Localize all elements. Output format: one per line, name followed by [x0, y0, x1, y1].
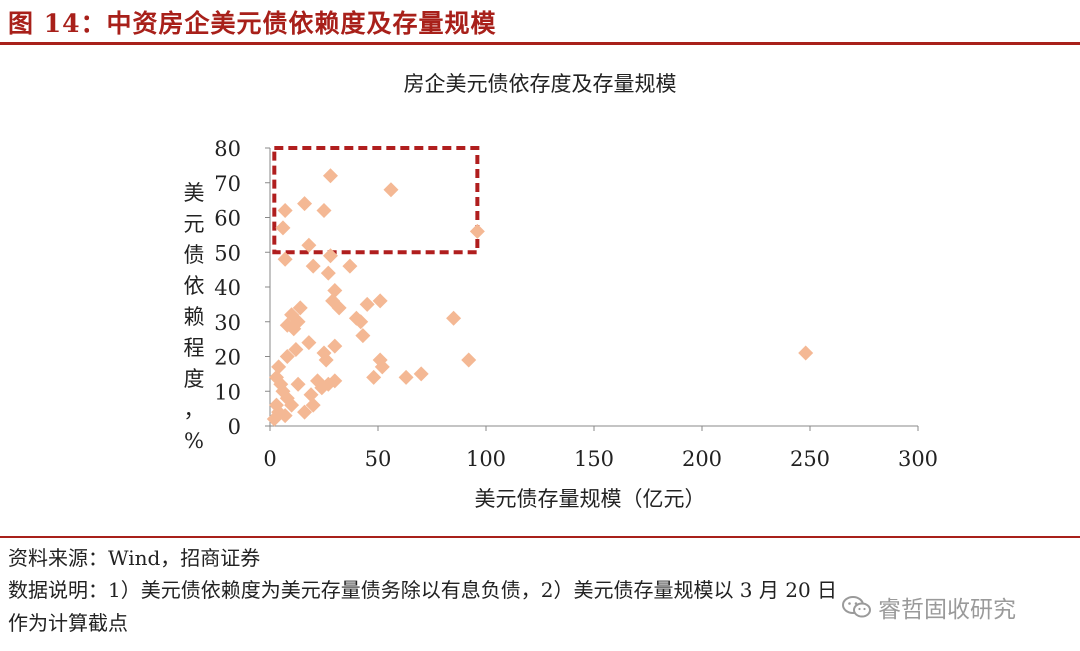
- y-tick-label: 20: [214, 346, 241, 370]
- data-point: [322, 168, 338, 184]
- x-tick-label: 100: [466, 447, 506, 471]
- x-axis-label: 美元债存量规模（亿元）: [475, 487, 706, 511]
- y-tick-label: 30: [214, 311, 241, 335]
- y-axis-label-char: 美: [184, 181, 205, 205]
- y-axis-label-char: 程: [184, 336, 205, 360]
- source-note: 资料来源：Wind，招商证券: [8, 546, 261, 570]
- data-point: [374, 359, 390, 375]
- y-axis-label-char: 赖: [184, 305, 205, 329]
- footer-divider: [0, 536, 1080, 538]
- y-axis-label-char: %: [184, 429, 204, 453]
- data-point: [316, 203, 332, 219]
- data-point: [288, 342, 304, 358]
- data-point: [366, 369, 382, 385]
- data-point: [413, 366, 429, 382]
- data-point: [327, 282, 343, 298]
- data-point: [301, 335, 317, 351]
- data-point: [398, 369, 414, 385]
- data-point: [305, 258, 321, 274]
- title-divider: [0, 42, 1080, 45]
- y-tick-label: 60: [214, 207, 241, 231]
- data-point: [275, 220, 291, 236]
- y-tick-label: 50: [214, 241, 241, 265]
- x-tick-label: 200: [682, 447, 722, 471]
- data-point: [327, 338, 343, 354]
- data-point: [798, 345, 814, 361]
- x-tick-label: 0: [263, 447, 276, 471]
- data-point: [461, 352, 477, 368]
- data-point: [383, 182, 399, 198]
- data-point: [297, 404, 313, 420]
- data-point: [305, 397, 321, 413]
- data-point: [355, 328, 371, 344]
- explanation-note-cont: 作为计算截点: [8, 611, 128, 635]
- data-point: [314, 380, 330, 396]
- data-point: [359, 296, 375, 312]
- chart-title: 房企美元债依存度及存量规模: [403, 72, 677, 96]
- data-point: [284, 397, 300, 413]
- wechat-icon: [842, 596, 871, 618]
- data-point: [292, 300, 308, 316]
- figure-title: 图 14：中资房企美元债依赖度及存量规模: [8, 9, 497, 38]
- data-point: [297, 196, 313, 212]
- x-tick-label: 300: [898, 447, 938, 471]
- data-point: [342, 258, 358, 274]
- x-tick-label: 50: [365, 447, 392, 471]
- chart-axes: [265, 147, 919, 431]
- scatter-chart: 0 50 100 150 200 250 300 0 10 20 30 40 50 60 70 80 美元债存…: [184, 137, 939, 511]
- y-tick-label: 0: [228, 415, 241, 439]
- watermark: 睿哲固收研究: [842, 590, 1016, 624]
- data-point: [271, 359, 287, 375]
- data-point: [303, 387, 319, 403]
- y-tick-label: 70: [214, 172, 241, 196]
- data-point: [266, 411, 282, 427]
- data-point: [279, 349, 295, 364]
- data-point: [290, 376, 306, 392]
- y-tick-label: 80: [214, 137, 241, 161]
- tick-labels: 0 50 100 150 200 250 300 0 10 20 30 40 50 60 70 80: [214, 137, 938, 471]
- data-point: [353, 314, 369, 330]
- data-point: [327, 373, 343, 389]
- data-point: [318, 352, 334, 368]
- y-tick-label: 10: [214, 380, 241, 404]
- data-point: [277, 203, 293, 219]
- data-point: [277, 251, 293, 267]
- data-point: [322, 248, 338, 264]
- data-points: [266, 168, 814, 427]
- explanation-note: 数据说明：1）美元债依赖度为美元存量债务除以有息负债，2）美元债存量规模以 3 …: [8, 578, 838, 602]
- y-axis-label-char: 元: [184, 212, 205, 236]
- data-point: [301, 237, 317, 253]
- data-point: [372, 293, 388, 309]
- data-point: [446, 310, 462, 326]
- y-axis-label-char: ，: [184, 398, 205, 422]
- data-point: [320, 265, 336, 281]
- x-tick-label: 250: [790, 447, 830, 471]
- highlight-box: [272, 146, 480, 255]
- y-axis-label-char: 债: [184, 243, 205, 267]
- data-point: [469, 223, 485, 239]
- data-point: [331, 300, 347, 316]
- y-axis-label-char: 依: [184, 274, 205, 298]
- x-tick-label: 150: [574, 447, 614, 471]
- watermark-text: 睿哲固收研究: [878, 597, 1016, 623]
- data-point: [286, 321, 302, 337]
- highlight-region: [272, 146, 480, 255]
- y-tick-label: 40: [214, 276, 241, 300]
- y-axis-label-char: 度: [184, 367, 205, 391]
